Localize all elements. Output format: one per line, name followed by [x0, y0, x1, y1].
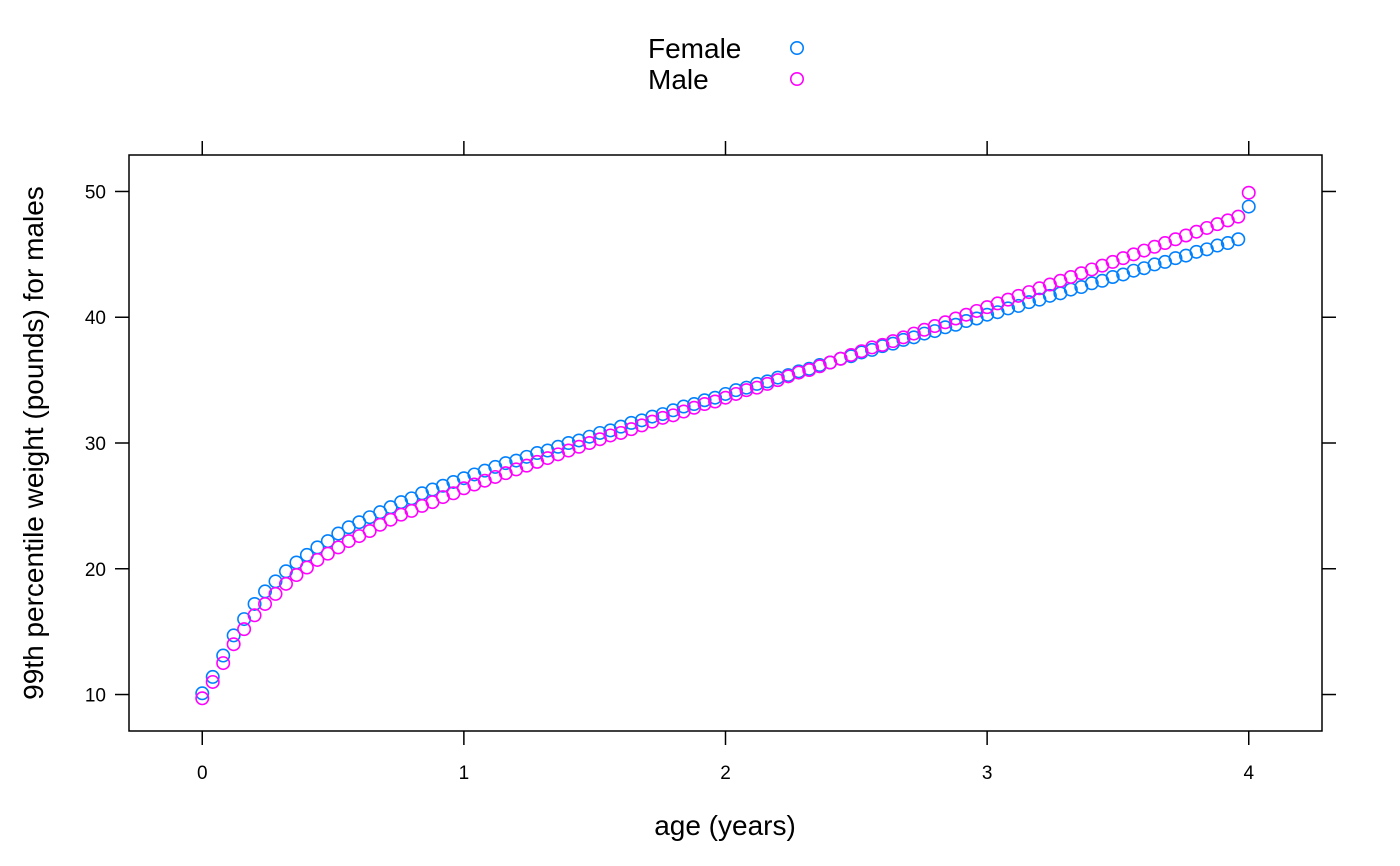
legend-label-male: Male [648, 64, 709, 95]
series-male [195, 185, 1256, 706]
male-point-9 [289, 568, 304, 583]
male-point-6 [258, 596, 273, 611]
female-point-100 [1241, 199, 1256, 214]
x-axis-title: age (years) [654, 810, 796, 841]
male-point-10 [299, 560, 314, 575]
female-point-1 [205, 669, 220, 684]
legend-label-female: Female [648, 33, 741, 64]
male-point-0 [195, 691, 210, 706]
legend-marker-female [789, 40, 804, 55]
female-point-51 [728, 383, 743, 398]
female-point-91 [1147, 257, 1162, 272]
female-point-71 [938, 320, 953, 335]
male-point-8 [278, 576, 293, 591]
female-point-29 [498, 456, 513, 471]
female-point-87 [1105, 269, 1120, 284]
x-tick-label-2: 2 [720, 763, 731, 784]
female-point-5 [247, 596, 262, 611]
y-tick-label-3: 40 [85, 308, 106, 329]
female-point-85 [1084, 276, 1099, 291]
female-point-3 [226, 628, 241, 643]
female-point-2 [216, 648, 231, 663]
female-point-81 [1042, 288, 1057, 303]
male-point-1 [205, 674, 220, 689]
x-tick-label-1: 1 [459, 763, 470, 784]
x-tick-label-4: 4 [1243, 763, 1254, 784]
y-axis-title: 99th percentile weight (pounds) for male… [18, 186, 49, 700]
male-point-11 [310, 552, 325, 567]
male-point-52 [739, 383, 754, 398]
male-point-48 [697, 397, 712, 412]
female-point-93 [1168, 251, 1183, 266]
y-tick-label-1: 20 [85, 560, 106, 581]
female-point-73 [959, 314, 974, 329]
male-point-16 [362, 524, 377, 539]
legend-marker-male [789, 72, 804, 87]
female-point-53 [749, 376, 764, 391]
series-female [195, 199, 1256, 701]
male-point-5 [247, 608, 262, 623]
female-point-13 [331, 526, 346, 541]
female-point-97 [1210, 238, 1225, 253]
male-point-4 [237, 622, 252, 637]
male-point-13 [331, 540, 346, 555]
y-axis: 10 20 30 40 50 [85, 182, 1336, 707]
male-point-57 [791, 365, 806, 380]
female-point-48 [697, 393, 712, 408]
female-point-99 [1231, 232, 1246, 247]
male-point-64 [865, 340, 880, 355]
male-point-3 [226, 637, 241, 652]
male-point-100 [1241, 185, 1256, 200]
female-point-46 [676, 399, 691, 414]
male-point-99 [1231, 209, 1246, 224]
female-point-79 [1021, 295, 1036, 310]
plot-frame [128, 154, 1323, 732]
male-point-39 [603, 428, 618, 443]
female-point-38 [592, 425, 607, 440]
female-point-0 [195, 686, 210, 701]
x-tick-label-0: 0 [197, 763, 208, 784]
female-point-89 [1126, 263, 1141, 278]
male-point-12 [320, 546, 335, 561]
y-tick-label-0: 10 [85, 686, 106, 707]
y-tick-label-4: 50 [85, 182, 106, 203]
data-points [195, 185, 1256, 706]
x-tick-label-3: 3 [982, 763, 993, 784]
y-tick-label-2: 30 [85, 434, 106, 455]
male-point-2 [216, 656, 231, 671]
female-point-41 [624, 415, 639, 430]
male-point-44 [655, 410, 670, 425]
female-point-69 [917, 326, 932, 341]
female-point-43 [645, 409, 660, 424]
female-point-95 [1189, 244, 1204, 259]
male-point-7 [268, 586, 283, 601]
x-axis: 0 1 2 3 4 [197, 141, 1254, 784]
